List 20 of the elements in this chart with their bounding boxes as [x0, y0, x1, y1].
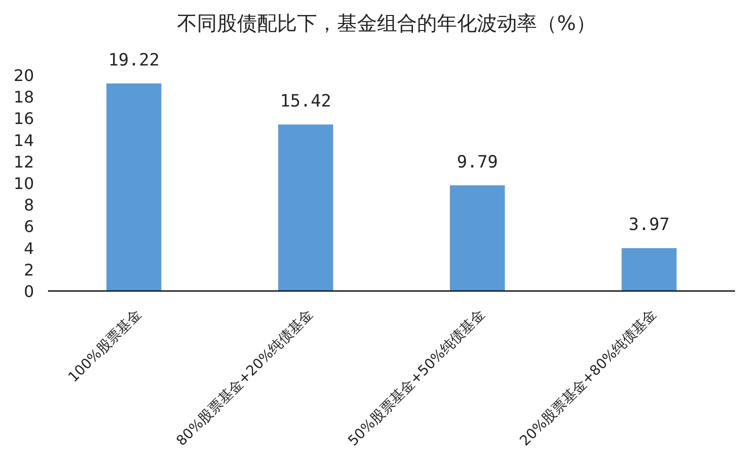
data-label: 15.42	[280, 91, 332, 112]
bar	[450, 185, 505, 291]
y-tick-label: 4	[24, 238, 34, 258]
data-label: 3.97	[628, 215, 670, 236]
y-tick-label: 14	[14, 130, 34, 150]
chart-title: 不同股债配比下，基金组合的年化波动率（%）	[176, 11, 596, 35]
bar	[278, 124, 334, 291]
bar	[622, 248, 677, 291]
y-tick-label: 8	[24, 196, 34, 215]
y-tick-label: 16	[14, 109, 34, 128]
bar	[106, 83, 162, 291]
y-tick-label: 12	[14, 152, 34, 172]
y-tick-label: 6	[24, 217, 34, 236]
y-tick-label: 18	[14, 88, 34, 107]
data-label: 9.79	[456, 152, 498, 172]
data-label: 19.22	[108, 50, 160, 70]
y-tick-label: 2	[24, 260, 34, 280]
y-tick-label: 0	[24, 282, 34, 301]
y-tick-label: 20	[14, 66, 34, 85]
y-tick-label: 10	[14, 174, 34, 193]
